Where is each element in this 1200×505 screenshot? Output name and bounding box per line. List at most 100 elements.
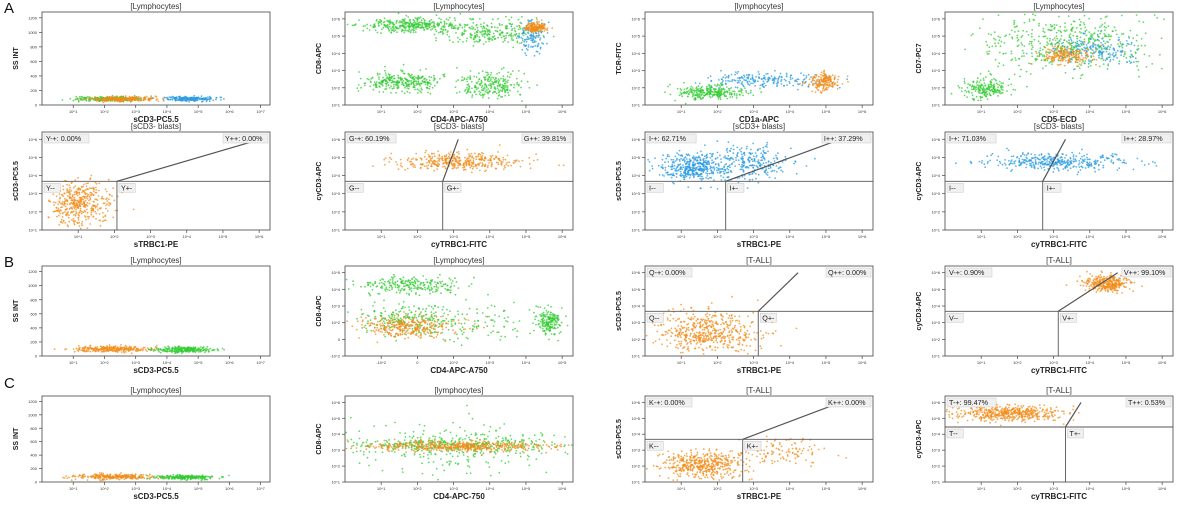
data-point	[823, 78, 825, 80]
data-point	[103, 102, 105, 104]
data-point	[433, 77, 435, 79]
quadrant-label-upper-left: Y-+: 0.00%	[46, 134, 82, 143]
data-point	[472, 18, 474, 20]
data-point	[1000, 82, 1002, 84]
data-point	[990, 74, 992, 76]
data-point	[487, 38, 489, 40]
data-point	[440, 31, 442, 33]
x-tick-label: 10^1	[977, 109, 986, 114]
data-point	[74, 179, 76, 181]
data-point	[384, 164, 386, 166]
data-point	[682, 92, 684, 94]
data-point	[1014, 57, 1016, 59]
data-point	[108, 179, 110, 181]
data-point	[400, 163, 402, 165]
data-point	[60, 221, 62, 223]
data-point	[480, 92, 482, 94]
data-point	[724, 74, 726, 76]
data-point	[997, 66, 999, 68]
data-point	[1035, 51, 1037, 53]
data-point	[832, 82, 834, 84]
data-point	[982, 92, 984, 94]
data-point	[498, 164, 500, 166]
data-point	[457, 157, 459, 159]
data-point	[1072, 50, 1074, 52]
data-point	[1075, 60, 1077, 62]
data-point	[451, 27, 453, 29]
data-point	[725, 83, 727, 85]
data-point	[377, 32, 379, 34]
data-point	[474, 32, 476, 34]
data-point	[358, 90, 360, 92]
data-point	[712, 91, 714, 93]
data-point	[987, 86, 989, 88]
data-point	[410, 161, 412, 163]
data-point	[466, 84, 468, 86]
data-point	[1108, 34, 1110, 36]
data-point	[541, 24, 543, 26]
data-point	[487, 88, 489, 90]
data-point	[1056, 55, 1058, 57]
data-point	[493, 33, 495, 35]
y-tick-label: 10^6	[331, 137, 340, 142]
data-point	[393, 84, 395, 86]
data-point	[1047, 43, 1049, 45]
data-point	[1099, 52, 1101, 54]
data-point	[720, 94, 722, 96]
data-point	[63, 189, 65, 191]
data-point	[717, 93, 719, 95]
data-point	[1119, 60, 1121, 62]
data-point	[409, 20, 411, 22]
data-point	[462, 167, 464, 169]
data-point	[496, 157, 498, 159]
data-point	[72, 100, 74, 102]
data-point	[1098, 51, 1100, 53]
data-point	[1014, 31, 1016, 33]
data-point	[519, 94, 521, 96]
data-point	[167, 98, 169, 100]
data-point	[1051, 56, 1053, 58]
data-point	[429, 88, 431, 90]
data-point	[1084, 33, 1086, 35]
data-point	[448, 156, 450, 158]
data-point	[995, 92, 997, 94]
data-point	[781, 77, 783, 79]
data-point	[66, 188, 68, 190]
data-point	[482, 97, 484, 99]
x-tick-label: 10^1	[677, 109, 686, 114]
data-point	[980, 99, 982, 101]
x-tick-label: 10^3	[146, 234, 155, 239]
data-point	[67, 200, 69, 202]
data-point	[393, 86, 395, 88]
data-point	[471, 34, 473, 36]
data-point	[988, 33, 990, 35]
data-point	[961, 87, 963, 89]
data-point	[81, 213, 83, 215]
data-point	[536, 26, 538, 28]
data-point	[966, 91, 968, 93]
data-point	[435, 40, 437, 42]
data-point	[466, 158, 468, 160]
data-point	[204, 99, 206, 101]
y-tick-label: 10^1	[331, 103, 340, 108]
data-point	[504, 89, 506, 91]
x-tick-label: 10^1	[74, 234, 83, 239]
data-point	[384, 66, 386, 68]
data-point	[819, 81, 821, 83]
data-point	[826, 77, 828, 79]
data-point	[368, 79, 370, 81]
data-point	[724, 94, 726, 96]
data-point	[464, 90, 466, 92]
data-point	[372, 165, 374, 167]
data-point	[996, 92, 998, 94]
data-point	[737, 87, 739, 89]
data-point	[405, 85, 407, 87]
data-point	[119, 97, 121, 99]
data-point	[498, 95, 500, 97]
data-point	[69, 208, 71, 210]
data-point	[83, 99, 85, 101]
data-point	[964, 82, 966, 84]
data-point	[652, 168, 654, 170]
data-point	[1161, 37, 1163, 39]
